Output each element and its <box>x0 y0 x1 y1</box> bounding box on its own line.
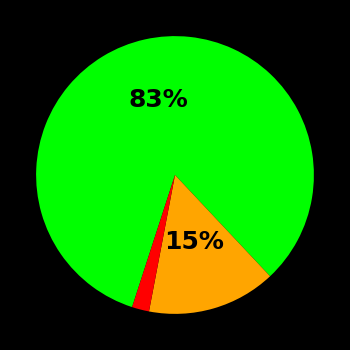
Wedge shape <box>36 36 314 307</box>
Wedge shape <box>149 175 270 314</box>
Wedge shape <box>132 175 175 312</box>
Text: 83%: 83% <box>128 89 188 112</box>
Text: 15%: 15% <box>164 230 224 254</box>
